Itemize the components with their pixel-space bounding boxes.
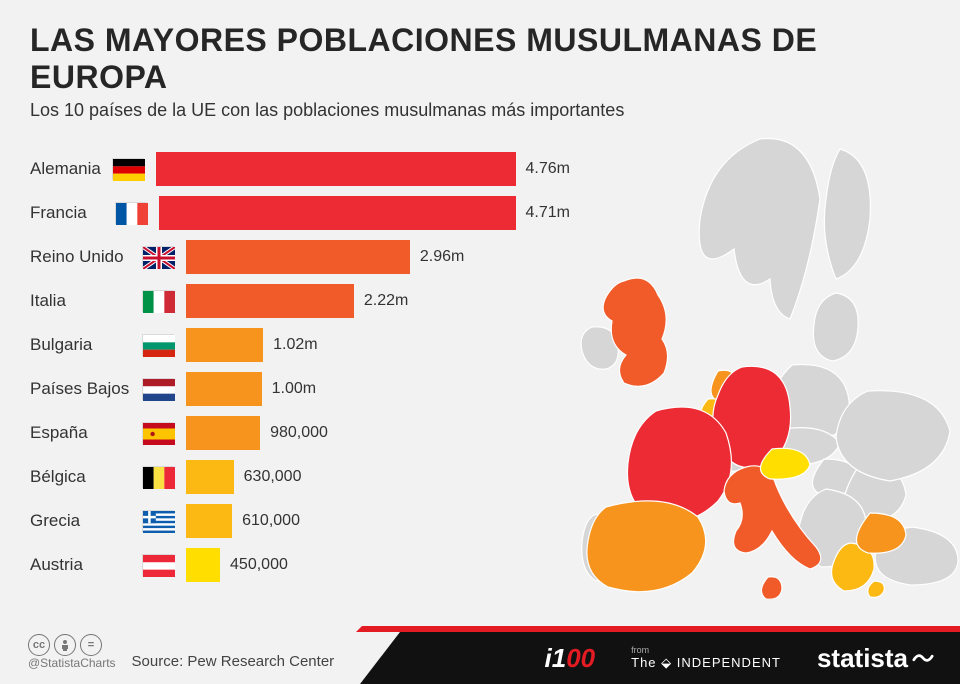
bar-chart: Alemania 4.76m Francia 4.71m Reino Unido 2.96… [30, 147, 570, 587]
by-icon [54, 634, 76, 656]
header: LAS MAYORES POBLACIONES MUSULMANAS DE EU… [0, 0, 960, 129]
flag-icon [142, 554, 174, 576]
bar-value: 610,000 [242, 512, 300, 530]
chart-row: Italia 2.22m [30, 279, 570, 323]
bar [186, 416, 260, 450]
statista-logo: statista [817, 643, 934, 674]
statista-wave-icon [912, 647, 934, 669]
country-label: Reino Unido [30, 247, 142, 267]
twitter-handle: @StatistaCharts [28, 656, 116, 670]
chart-row: Grecia 610,000 [30, 499, 570, 543]
page-title: LAS MAYORES POBLACIONES MUSULMANAS DE EU… [30, 22, 930, 96]
flag-icon [142, 290, 174, 312]
bar [186, 328, 263, 362]
country-label: Bélgica [30, 467, 142, 487]
bar [186, 548, 220, 582]
flag-icon [142, 334, 174, 356]
bar-value: 1.00m [272, 380, 316, 398]
bar-area: 2.22m [186, 284, 570, 318]
indep-from: from [631, 645, 649, 655]
country-label: Francia [30, 203, 115, 223]
footer-bar: i100 from The ⬙ INDEPENDENT statista [400, 632, 960, 684]
chart-row: España 980,000 [30, 411, 570, 455]
map-land [699, 139, 820, 320]
cc-icons: cc = [28, 634, 116, 656]
country-label: Grecia [30, 511, 142, 531]
map-land [836, 391, 950, 481]
map-country-reino-unido [603, 278, 667, 386]
bar-area: 630,000 [186, 460, 570, 494]
bar [156, 152, 516, 186]
bar-area: 980,000 [186, 416, 570, 450]
bar-area: 1.02m [186, 328, 570, 362]
flag-icon [142, 246, 174, 268]
chart-row: Bélgica 630,000 [30, 455, 570, 499]
map-country-españa [587, 501, 706, 592]
map-land [824, 149, 870, 279]
bar [186, 460, 234, 494]
bar [159, 196, 515, 230]
bar [186, 284, 354, 318]
bar-area: 4.76m [156, 152, 570, 186]
flag-icon [142, 378, 174, 400]
source-name: Pew Research Center [187, 653, 334, 670]
indep-name: The ⬙ INDEPENDENT [631, 655, 781, 671]
bar [186, 504, 232, 538]
flag-icon [115, 202, 147, 224]
independent-logo: from The ⬙ INDEPENDENT [631, 645, 781, 671]
bar [186, 240, 410, 274]
flag-icon [142, 422, 174, 444]
map-country-austria [760, 448, 810, 479]
cc-icon: cc [28, 634, 50, 656]
bar-value: 980,000 [270, 424, 328, 442]
bar-area: 2.96m [186, 240, 570, 274]
country-label: Italia [30, 291, 142, 311]
flag-icon [142, 466, 174, 488]
i100-logo: i100 [545, 643, 596, 674]
chart-row: Bulgaria 1.02m [30, 323, 570, 367]
europe-map [540, 129, 960, 599]
nd-icon: = [80, 634, 102, 656]
flag-icon [142, 510, 174, 532]
chart-row: Alemania 4.76m [30, 147, 570, 191]
country-label: Bulgaria [30, 335, 142, 355]
country-label: Países Bajos [30, 379, 142, 399]
bar-area: 450,000 [186, 548, 570, 582]
attribution-block: cc = @StatistaCharts [28, 634, 116, 670]
footer: cc = @StatistaCharts Source: Pew Researc… [0, 622, 960, 684]
country-label: Austria [30, 555, 142, 575]
country-label: España [30, 423, 142, 443]
bar-area: 610,000 [186, 504, 570, 538]
map-land [813, 293, 858, 361]
bar-value: 2.96m [420, 248, 464, 266]
bar-value: 630,000 [244, 468, 302, 486]
page-subtitle: Los 10 países de la UE con las poblacion… [30, 100, 930, 121]
bar-value: 2.22m [364, 292, 408, 310]
flag-icon [112, 158, 144, 180]
bar-value: 450,000 [230, 556, 288, 574]
country-label: Alemania [30, 159, 112, 179]
source-text: Source: Pew Research Center [132, 653, 335, 670]
source-prefix: Source: [132, 653, 188, 670]
bar-area: 1.00m [186, 372, 570, 406]
bar [186, 372, 262, 406]
bar-value: 1.02m [273, 336, 317, 354]
chart-row: Austria 450,000 [30, 543, 570, 587]
chart-row: Países Bajos 1.00m [30, 367, 570, 411]
statista-text: statista [817, 643, 908, 674]
footer-left: cc = @StatistaCharts Source: Pew Researc… [28, 634, 334, 670]
chart-row: Francia 4.71m [30, 191, 570, 235]
content-area: Alemania 4.76m Francia 4.71m Reino Unido 2.96… [0, 129, 960, 587]
bar-area: 4.71m [159, 196, 570, 230]
chart-row: Reino Unido 2.96m [30, 235, 570, 279]
